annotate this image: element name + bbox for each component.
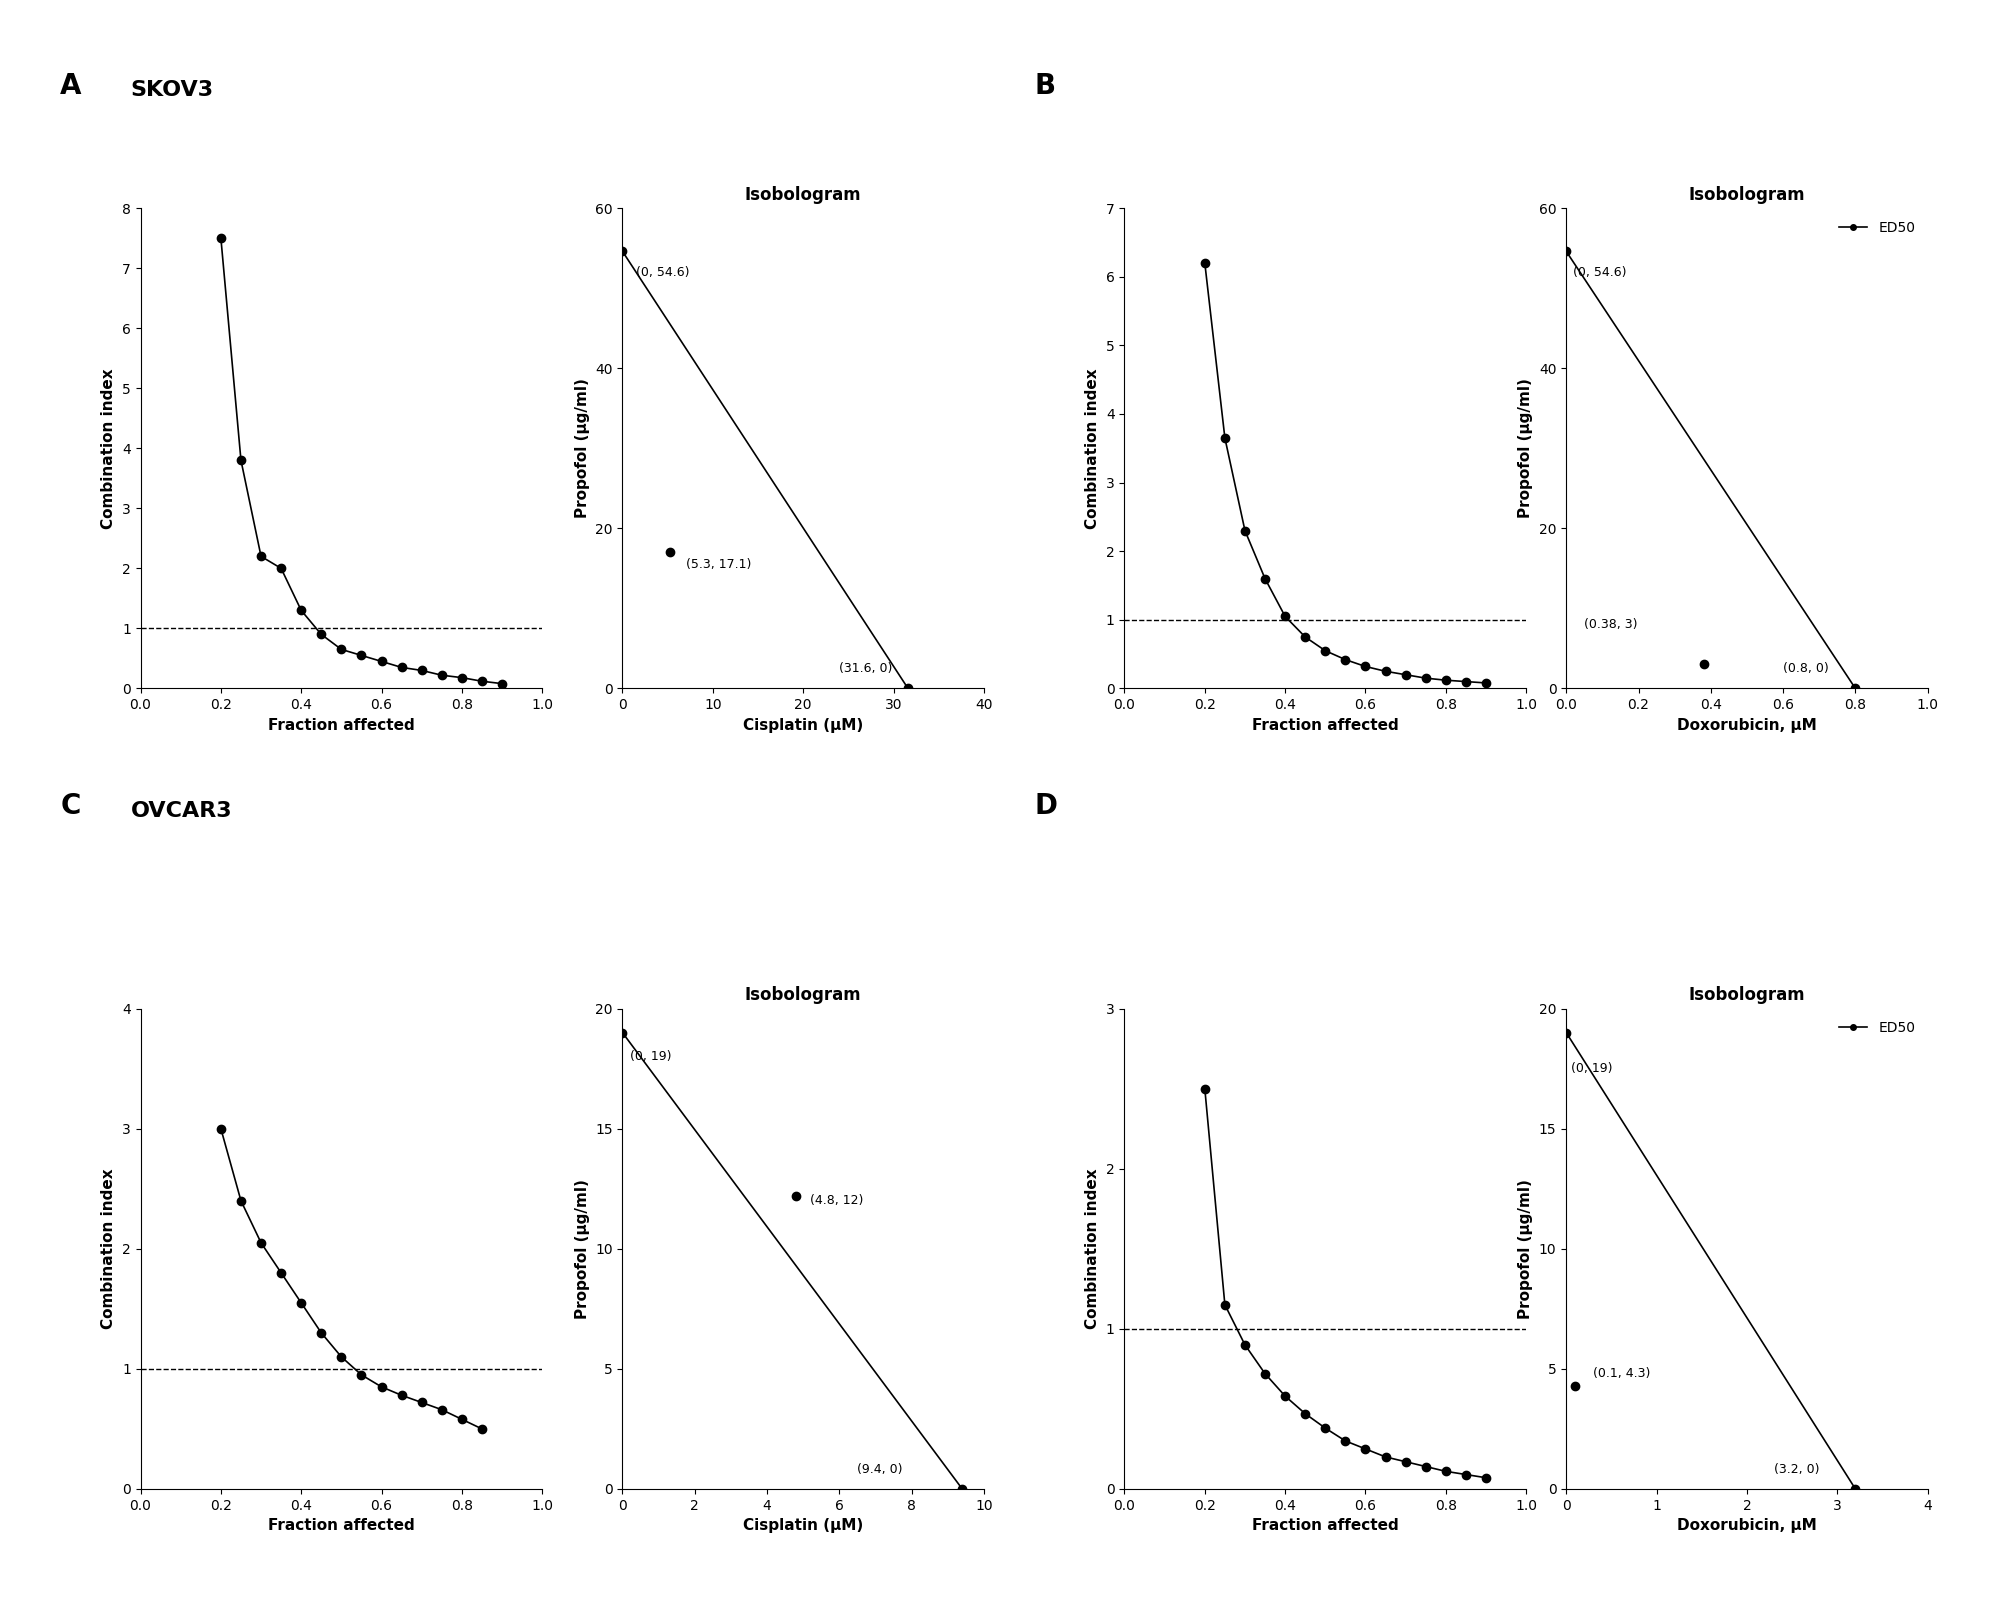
Text: (0.38, 3): (0.38, 3) <box>1584 618 1638 631</box>
Y-axis label: Combination index: Combination index <box>102 368 116 528</box>
Text: (0.8, 0): (0.8, 0) <box>1782 661 1828 676</box>
Legend: ED50: ED50 <box>1832 1015 1921 1041</box>
Y-axis label: Combination index: Combination index <box>1086 368 1100 528</box>
Text: SKOV3: SKOV3 <box>130 80 213 99</box>
Text: A: A <box>60 72 82 99</box>
X-axis label: Cisplatin (μM): Cisplatin (μM) <box>743 717 863 733</box>
Text: (3.2, 0): (3.2, 0) <box>1774 1463 1818 1476</box>
Y-axis label: Propofol (μg/ml): Propofol (μg/ml) <box>1517 378 1533 519</box>
Y-axis label: Combination index: Combination index <box>1086 1169 1100 1329</box>
Y-axis label: Propofol (μg/ml): Propofol (μg/ml) <box>574 1178 590 1319</box>
Title: Isobologram: Isobologram <box>745 186 861 203</box>
X-axis label: Cisplatin (μM): Cisplatin (μM) <box>743 1518 863 1534</box>
Text: (31.6, 0): (31.6, 0) <box>839 661 893 676</box>
X-axis label: Fraction affected: Fraction affected <box>1250 1518 1399 1534</box>
Text: B: B <box>1034 72 1056 99</box>
X-axis label: Fraction affected: Fraction affected <box>1250 717 1399 733</box>
X-axis label: Doxorubicin, μM: Doxorubicin, μM <box>1676 717 1816 733</box>
Text: (0, 54.6): (0, 54.6) <box>636 266 688 279</box>
Title: Isobologram: Isobologram <box>1688 986 1804 1004</box>
X-axis label: Fraction affected: Fraction affected <box>267 1518 415 1534</box>
Text: (4.8, 12): (4.8, 12) <box>811 1194 863 1207</box>
Text: OVCAR3: OVCAR3 <box>130 800 233 820</box>
Title: Isobologram: Isobologram <box>745 986 861 1004</box>
Title: Isobologram: Isobologram <box>1688 186 1804 203</box>
Text: (0, 19): (0, 19) <box>630 1050 670 1063</box>
Text: C: C <box>60 792 80 820</box>
Y-axis label: Propofol (μg/ml): Propofol (μg/ml) <box>574 378 590 519</box>
Text: (0.1, 4.3): (0.1, 4.3) <box>1594 1367 1650 1380</box>
Text: (0, 19): (0, 19) <box>1569 1061 1612 1076</box>
X-axis label: Doxorubicin, μM: Doxorubicin, μM <box>1676 1518 1816 1534</box>
Text: (5.3, 17.1): (5.3, 17.1) <box>684 557 751 572</box>
Y-axis label: Propofol (μg/ml): Propofol (μg/ml) <box>1517 1178 1533 1319</box>
Y-axis label: Combination index: Combination index <box>102 1169 116 1329</box>
Text: D: D <box>1034 792 1056 820</box>
Text: (9.4, 0): (9.4, 0) <box>857 1463 903 1476</box>
Text: (0, 54.6): (0, 54.6) <box>1573 266 1626 279</box>
Legend: ED50: ED50 <box>1832 215 1921 240</box>
X-axis label: Fraction affected: Fraction affected <box>267 717 415 733</box>
